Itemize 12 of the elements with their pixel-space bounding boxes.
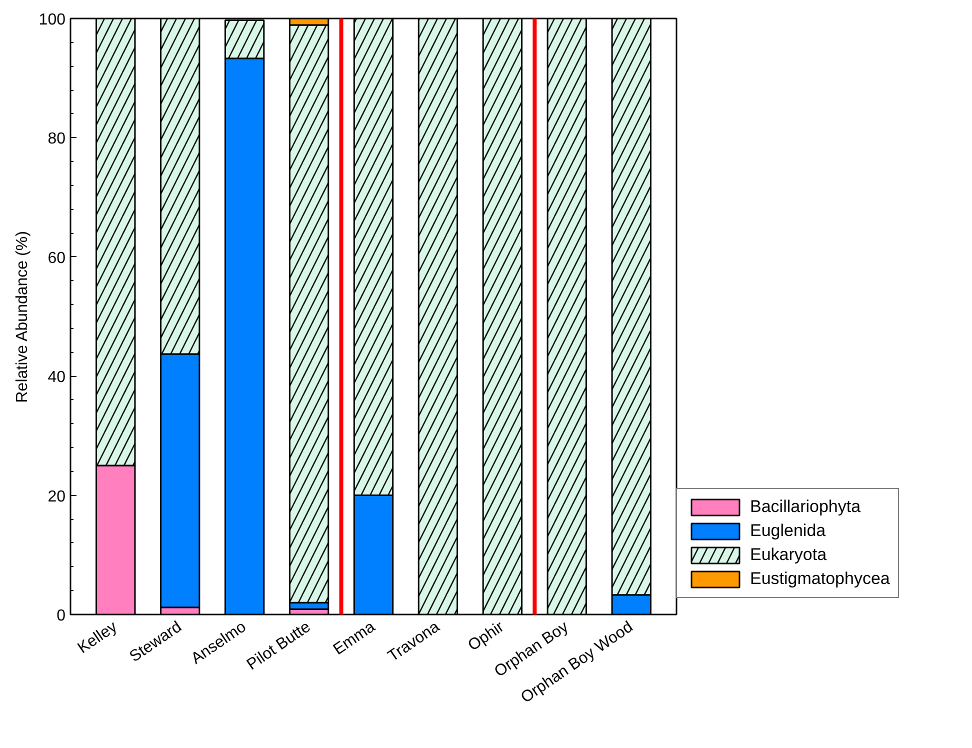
y-tick-label: 0 <box>56 608 66 624</box>
y-tick-label: 80 <box>48 130 66 148</box>
legend-label: Bacillariophyta <box>750 497 861 517</box>
legend-label: Eukaryota <box>750 545 827 565</box>
y-tick-label: 20 <box>48 488 66 506</box>
y-tick-label: 100 <box>38 12 66 28</box>
y-tick-label: 60 <box>48 250 66 267</box>
y-tick-label: 40 <box>48 369 66 386</box>
y-axis-title: Relative Abundance (%) <box>14 231 31 403</box>
x-tick-label: Pilot Butte <box>244 618 314 674</box>
legend-label: Eustigmatophycea <box>750 569 890 589</box>
legend-label: Euglenida <box>750 521 826 541</box>
